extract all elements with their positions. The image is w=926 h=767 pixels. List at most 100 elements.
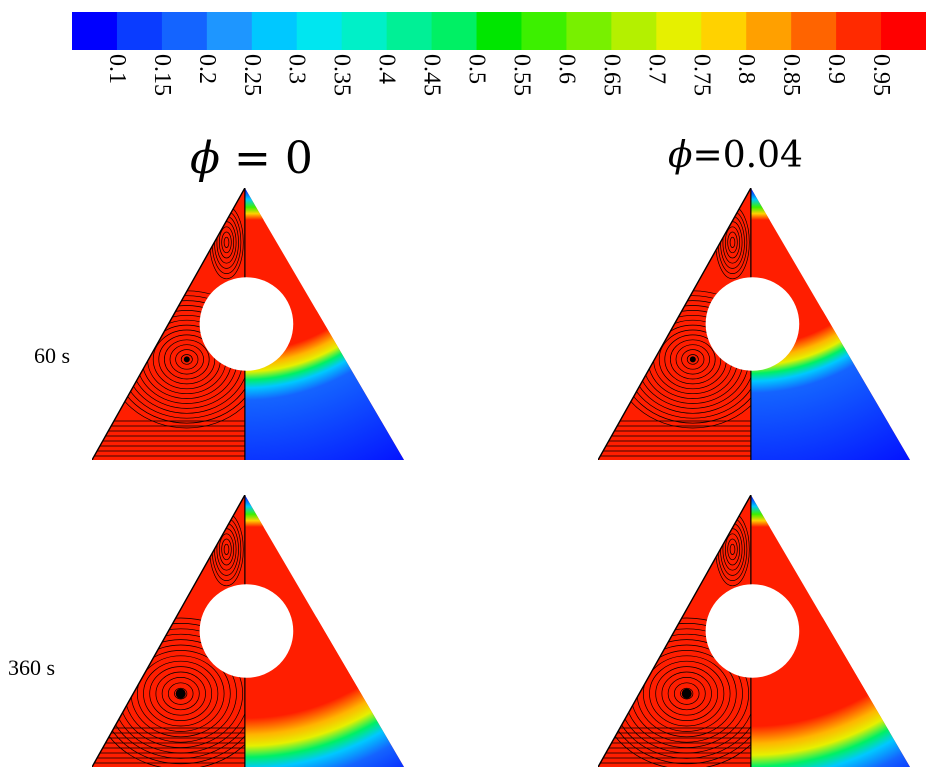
colorbar [72,12,926,50]
colorbar-tick-label: 0.35 [328,54,355,96]
streamline [642,655,731,732]
colorbar-tick-label: 0.75 [688,54,715,96]
phi-symbol: ϕ [668,135,693,176]
streamline [161,677,200,711]
apex-tip-gradient [244,188,275,220]
triangle-edge [598,495,752,767]
colorbar-tick-label: 0.4 [373,54,400,84]
phi-value: 0.04 [722,135,803,176]
streamline [670,339,716,380]
streamline [174,687,188,700]
colorbar-segment [611,12,657,50]
row-label-60s: 60 s [34,343,71,368]
streamline [180,354,193,365]
streamline [167,682,194,705]
contour-panel-phi0-60s [92,188,404,460]
streamline [143,660,219,727]
streamline [673,682,700,705]
equals-sign: = [234,133,271,184]
streamline [680,687,694,700]
streamline [218,226,235,259]
streamline [649,660,725,727]
colorbar-segment [116,12,163,50]
colorbar-segment [431,12,478,50]
colorbar-segment [791,12,837,50]
streamline [158,334,216,385]
colorbar-segment [836,12,882,50]
streamline [655,666,719,721]
colorbar-tick-label: 0.2 [193,54,220,84]
phi-value: 0 [284,133,313,184]
colorbar-segment [566,12,612,50]
vortex-core [689,356,696,363]
triangle-edge [92,495,246,767]
colorbar-tick-label: 0.3 [283,54,310,84]
streamline [221,231,232,254]
streamline [675,344,710,375]
streamline [724,226,741,259]
row-label-360s: 360 s [8,655,56,680]
streamline [175,349,199,370]
streamline [149,666,213,721]
colorbar-tick-labels: 0.1 0.15 0.2 0.25 0.3 0.35 0.4 0.45 0.5 0.55 0.6 0.… [72,54,926,134]
column-title-phi-0-04: ϕ=0.04 [668,138,803,174]
equals-sign: = [692,135,723,176]
streamline [724,533,741,566]
vortex-core [183,356,190,363]
streamline [223,543,230,555]
streamline [729,236,736,248]
streamline [727,231,738,254]
streamline [661,671,712,716]
colorbar-segment [386,12,433,50]
streamline [164,339,210,380]
streamline [667,677,706,711]
vortex-core [175,688,186,699]
streamline [221,538,232,561]
colorbar-tick-label: 0.15 [148,54,175,96]
colorbar-tick-label: 0.85 [778,54,805,96]
streamline [727,538,738,561]
colorbar-tick-label: 0.7 [643,54,670,84]
heat-tube-hole [705,277,800,371]
colorbar-tick-label: 0.65 [598,54,625,96]
phi-symbol: ϕ [190,133,220,184]
colorbar-segment [881,12,926,50]
colorbar-tick-label: 0.1 [103,54,130,84]
streamline [218,533,235,566]
colorbar-tick-label: 0.5 [463,54,490,84]
vortex-core [681,688,692,699]
colorbar-segment [476,12,523,50]
contour-panel-phi004-360s [598,495,910,767]
heat-tube-hole [199,584,294,678]
colorbar-segment [161,12,208,50]
colorbar-tick-label: 0.6 [553,54,580,84]
contour-panel-phi0-360s [92,495,404,767]
colorbar-segment [206,12,253,50]
streamline [136,655,225,732]
triangle-edge [92,188,246,460]
colorbar-segment [296,12,343,50]
colorbar-segment [341,12,388,50]
colorbar-segment [701,12,747,50]
contour-panel-phi004-60s [598,188,910,460]
streamline [686,354,699,365]
streamline [664,334,722,385]
streamline [169,344,204,375]
streamline [155,671,206,716]
apex-tip-gradient [750,495,781,527]
triangle-edge [598,188,752,460]
heat-tube-hole [705,584,800,678]
colorbar-tick-label: 0.45 [418,54,445,96]
streamline [729,543,736,555]
apex-tip-gradient [244,495,275,527]
colorbar-tick-label: 0.95 [868,54,895,96]
heat-tube-hole [199,277,294,371]
apex-tip-gradient [750,188,781,220]
colorbar-tick-label: 0.9 [823,54,850,84]
colorbar-segment [746,12,792,50]
streamline [681,349,705,370]
colorbar-tick-label: 0.8 [733,54,760,84]
colorbar-tick-label: 0.55 [508,54,535,96]
column-title-phi-0: ϕ = 0 [190,137,313,181]
colorbar-tick-label: 0.25 [238,54,265,96]
